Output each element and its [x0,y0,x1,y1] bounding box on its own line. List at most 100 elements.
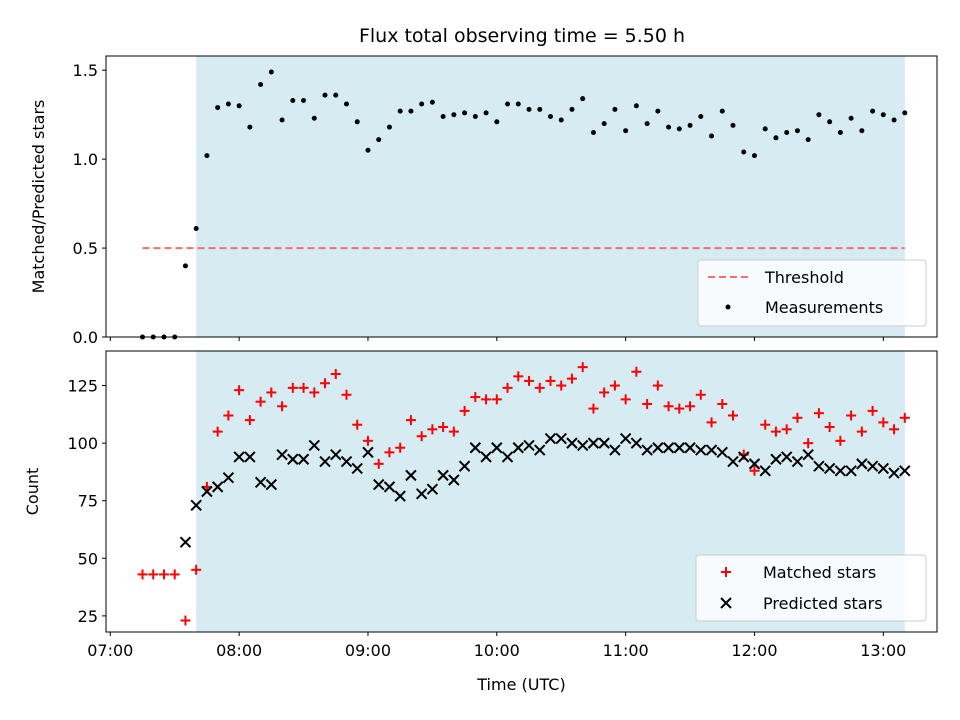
measurement-point [354,119,360,125]
measurement-point [880,112,886,118]
predicted-star-point [254,476,267,488]
matched-star-point [341,389,352,400]
measurement-point [462,110,468,116]
measurement-point [837,129,843,135]
predicted-star-point [276,448,288,461]
matched-star-point [867,405,878,416]
predicted-star-point [480,451,492,463]
matched-star-point [663,401,674,412]
matched-star-point [244,415,255,426]
measurement-point [773,135,779,141]
legend-measurements-swatch [725,304,731,310]
matched-star-point [856,426,867,437]
bottom-panel: 25 50 75 100 125 07:00 08:00 09:00 10:00 11:00 12… [23,350,938,694]
measurement-point [676,126,682,132]
legend-predicted-label: Predicted stars [763,594,883,613]
top-y-tick-label: 1.0 [73,150,98,169]
matched-star-point [491,394,502,405]
measurement-point [827,119,833,125]
matched-star-point [255,396,266,407]
measurement-point [848,115,854,121]
measurement-point [741,149,747,155]
measurement-point [505,101,511,107]
predicted-star-point [265,478,278,491]
predicted-star-point [770,453,782,465]
measurement-point [236,103,242,109]
legend-x-marker [720,597,732,609]
measurement-point [483,110,489,116]
x-tick-label: 08:00 [216,641,262,660]
measurement-point [633,103,639,109]
bottom-y-tick-label: 25 [78,607,98,626]
measurement-point [204,153,210,159]
matched-star-point [234,385,245,396]
matched-star-point [652,380,663,391]
predicted-star-point [609,444,621,456]
top-legend-box [697,259,927,327]
matched-star-point [438,422,449,433]
matched-star-point [717,398,728,409]
predicted-star-point [684,442,696,454]
matched-star-point [352,419,363,430]
matched-star-point [588,403,599,414]
legend-matched-swatch [721,567,731,577]
matched-star-point [373,458,384,469]
predicted-star-point [501,451,514,463]
predicted-star-point [834,465,847,477]
matched-star-point [169,569,180,580]
matched-star-point [792,412,803,423]
predicted-star-point [566,437,578,449]
measurement-point [623,128,629,134]
predicted-star-point [652,442,664,454]
predicted-star-point [534,444,546,456]
predicted-star-point [523,439,535,452]
x-tick-label: 12:00 [731,641,777,660]
measurement-point [590,129,596,135]
measurement-point [429,99,435,105]
measurement-point [365,147,371,153]
matched-star-point [137,569,148,580]
predicted-star-point [405,469,417,482]
matched-star-point [362,435,373,446]
matched-star-point [695,389,706,400]
predicted-star-point [866,460,879,472]
measurement-point [311,115,317,121]
matched-star-point [566,373,577,384]
measurement-point [193,226,199,232]
matched-star-point [502,382,513,393]
measurement-point [709,133,715,139]
matched-star-point [599,387,610,398]
matched-star-point [609,380,620,391]
matched-star-point [309,387,320,398]
x-tick-label: 11:00 [603,641,649,660]
top-panel: 0.0 0.5 1.0 1.5 Matched/Predicted stars Thr… [29,55,938,347]
measurement-point [225,101,231,107]
predicted-star-point [813,460,825,472]
predicted-star-point [748,458,761,470]
top-y-tick-label: 0.5 [73,239,98,258]
matched-star-point [674,403,685,414]
x-tick-label: 07:00 [87,641,133,660]
predicted-star-point [555,432,567,445]
predicted-star-point [448,474,460,486]
matched-star-point [416,431,427,442]
predicted-star-point [727,455,739,468]
matched-star-point [749,465,760,476]
measurement-point [698,113,704,119]
measurement-point [612,106,618,112]
matched-star-point [266,387,277,398]
measurement-point [322,92,328,98]
predicted-star-point [233,451,245,463]
chart-title: Flux total observing time = 5.50 h [359,25,685,47]
predicted-star-point [469,442,482,454]
measurement-point [655,108,661,114]
bottom-x-ticks: 07:00 08:00 09:00 10:00 11:00 12:00 13:00 [87,632,906,660]
predicted-star-point [211,481,224,493]
predicted-star-point [641,444,653,456]
legend-threshold-label: Threshold [764,268,844,287]
matched-star-point [728,410,739,421]
predicted-star-point [297,453,310,465]
matched-star-point [277,401,288,412]
predicted-star-point [458,460,471,472]
measurement-point [440,113,446,119]
